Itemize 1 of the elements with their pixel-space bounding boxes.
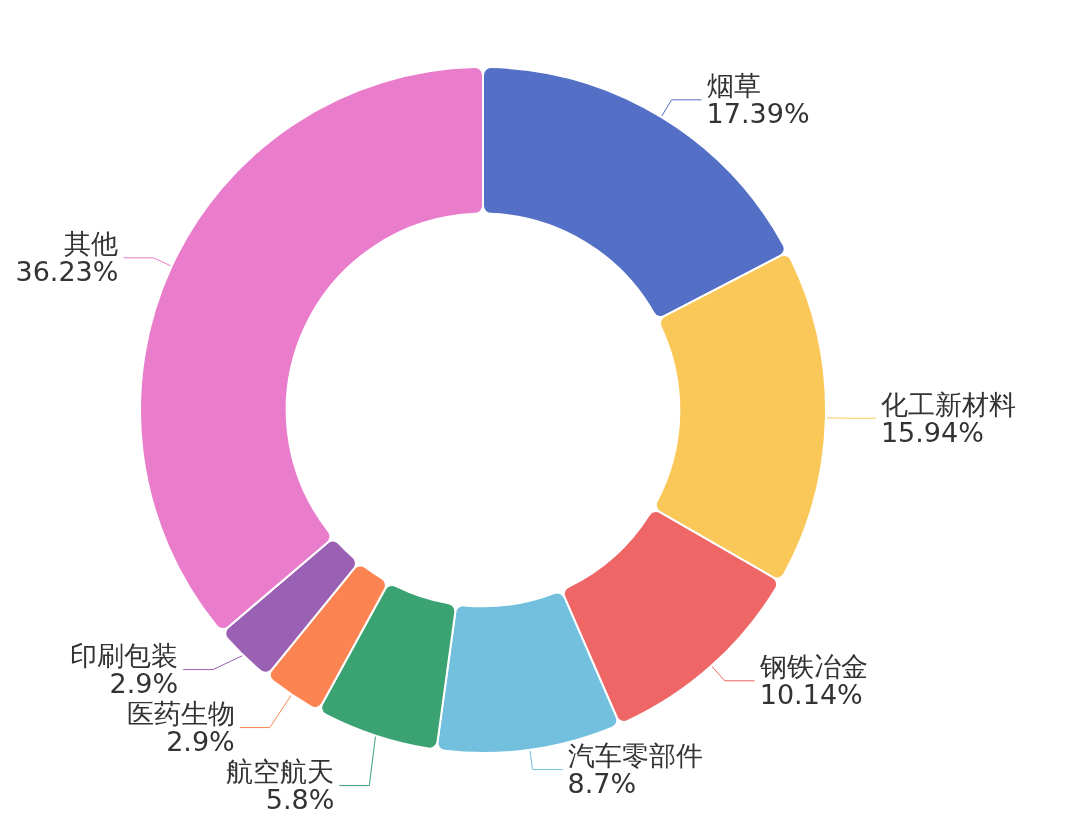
slice-label: 化工新材料 xyxy=(880,388,1016,420)
